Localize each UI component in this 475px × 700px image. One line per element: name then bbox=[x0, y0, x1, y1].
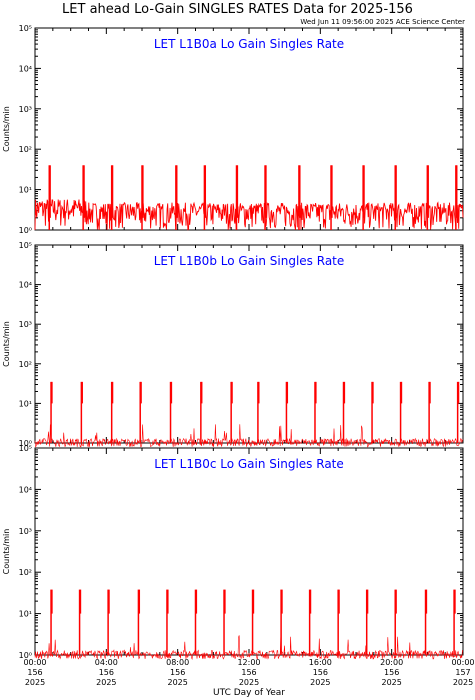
x-tick-label: 20:00 bbox=[380, 658, 403, 667]
y-tick-label: 10⁴ bbox=[19, 485, 32, 494]
y-tick-label: 10¹ bbox=[19, 610, 32, 619]
y-tick-label: 10¹ bbox=[19, 186, 32, 195]
x-tick-label: 00:00 bbox=[23, 658, 46, 667]
x-tick-label: 2025 bbox=[25, 678, 45, 687]
x-tick-label: 157 bbox=[455, 668, 470, 677]
baseline-trace bbox=[34, 199, 464, 231]
x-tick-label: 2025 bbox=[96, 678, 116, 687]
x-tick-label: 156 bbox=[170, 668, 185, 677]
y-tick-label: 10³ bbox=[19, 105, 32, 114]
x-tick-label: 156 bbox=[313, 668, 328, 677]
y-tick-label: 10⁰ bbox=[19, 226, 32, 235]
y-tick-label: 10⁵ bbox=[19, 241, 32, 250]
x-tick-label: 156 bbox=[99, 668, 114, 677]
panel-title: LET L1B0c Lo Gain Singles Rate bbox=[154, 457, 344, 471]
y-tick-label: 10⁰ bbox=[19, 651, 32, 660]
y-tick-label: 10² bbox=[19, 360, 32, 369]
x-axis-label: UTC Day of Year bbox=[213, 688, 285, 698]
y-tick-label: 10² bbox=[19, 145, 32, 154]
panel-title: LET L1B0a Lo Gain Singles Rate bbox=[154, 37, 344, 51]
baseline-trace bbox=[34, 424, 464, 448]
y-tick-label: 10⁴ bbox=[19, 64, 32, 73]
y-axis-label: Counts/min bbox=[2, 529, 11, 575]
y-tick-label: 10¹ bbox=[19, 399, 32, 408]
x-tick-label: 08:00 bbox=[166, 658, 189, 667]
x-tick-label: 156 bbox=[384, 668, 399, 677]
timestamp: Wed Jun 11 09:56:00 2025 ACE Science Cen… bbox=[300, 18, 465, 26]
panel-frame bbox=[34, 27, 464, 231]
x-tick-label: 2025 bbox=[239, 678, 259, 687]
page-title: LET ahead Lo-Gain SINGLES RATES Data for… bbox=[62, 2, 413, 17]
x-tick-label: 12:00 bbox=[237, 658, 260, 667]
x-tick-label: 2025 bbox=[381, 678, 401, 687]
y-tick-label: 10⁴ bbox=[19, 281, 32, 290]
x-tick-label: 2025 bbox=[310, 678, 330, 687]
x-tick-label: 156 bbox=[241, 668, 256, 677]
baseline-trace bbox=[34, 635, 464, 661]
x-tick-label: 04:00 bbox=[95, 658, 118, 667]
y-axis-label: Counts/min bbox=[2, 321, 11, 367]
panel-frame bbox=[34, 244, 464, 444]
y-tick-label: 10⁵ bbox=[19, 444, 32, 453]
y-axis-label: Counts/min bbox=[2, 106, 11, 152]
y-tick-label: 10⁰ bbox=[19, 439, 32, 448]
y-tick-label: 10³ bbox=[19, 320, 32, 329]
x-tick-label: 00:00 bbox=[451, 658, 474, 667]
x-tick-label: 16:00 bbox=[309, 658, 332, 667]
panel-title: LET L1B0b Lo Gain Singles Rate bbox=[154, 254, 345, 268]
x-tick-label: 156 bbox=[27, 668, 42, 677]
panel-frame bbox=[34, 447, 464, 656]
y-tick-label: 10³ bbox=[19, 527, 32, 536]
y-tick-label: 10² bbox=[19, 568, 32, 577]
y-tick-label: 10⁵ bbox=[19, 24, 32, 33]
x-tick-label: 2025 bbox=[453, 678, 473, 687]
x-tick-label: 2025 bbox=[167, 678, 187, 687]
